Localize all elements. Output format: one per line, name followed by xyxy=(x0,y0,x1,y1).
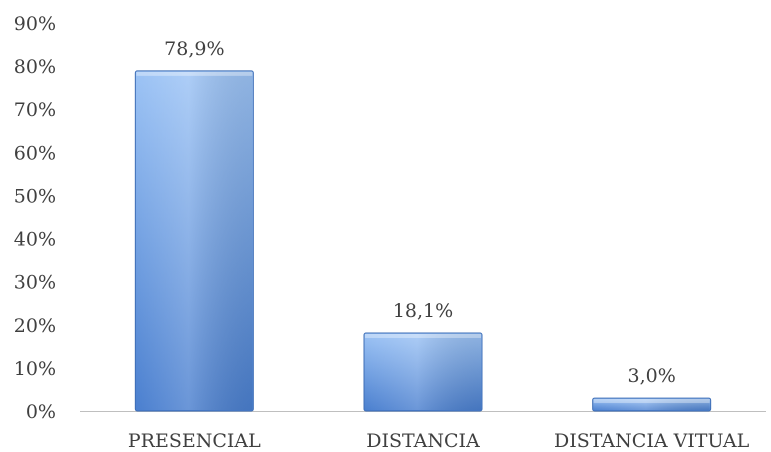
y-tick-label: 90% xyxy=(14,13,56,35)
data-label: 3,0% xyxy=(628,365,676,387)
bar xyxy=(592,397,712,412)
y-tick-label: 30% xyxy=(14,272,56,294)
data-label: 18,1% xyxy=(393,300,453,322)
bar-top-highlight xyxy=(365,333,481,338)
y-tick-label: 40% xyxy=(14,229,56,251)
y-tick-label: 80% xyxy=(14,56,56,78)
bar-top-highlight xyxy=(593,399,710,404)
category-labels: PRESENCIAL DISTANCIA DISTANCIA VITUAL xyxy=(128,430,750,452)
y-tick-label: 60% xyxy=(14,142,56,164)
y-tick-label: 0% xyxy=(26,401,56,423)
bars xyxy=(134,70,712,412)
category-label: DISTANCIA xyxy=(366,430,480,452)
y-tick-label: 10% xyxy=(14,358,56,380)
y-tick-label: 50% xyxy=(14,185,56,207)
y-tick-label: 20% xyxy=(14,315,56,337)
bar xyxy=(363,332,483,412)
bar-sheen xyxy=(593,399,710,410)
y-axis-tick-labels: 0% 10% 20% 30% 40% 50% 60% 70% 80% 90% xyxy=(14,13,56,423)
bar-top-highlight xyxy=(136,71,253,76)
data-labels: 78,9% 18,1% 3,0% xyxy=(164,38,676,387)
category-label: DISTANCIA VITUAL xyxy=(554,430,750,452)
bar xyxy=(134,70,254,412)
y-tick-label: 70% xyxy=(14,99,56,121)
category-label: PRESENCIAL xyxy=(128,430,261,452)
bar-sheen xyxy=(136,71,253,410)
data-label: 78,9% xyxy=(164,38,224,60)
bar-sheen xyxy=(365,333,481,410)
